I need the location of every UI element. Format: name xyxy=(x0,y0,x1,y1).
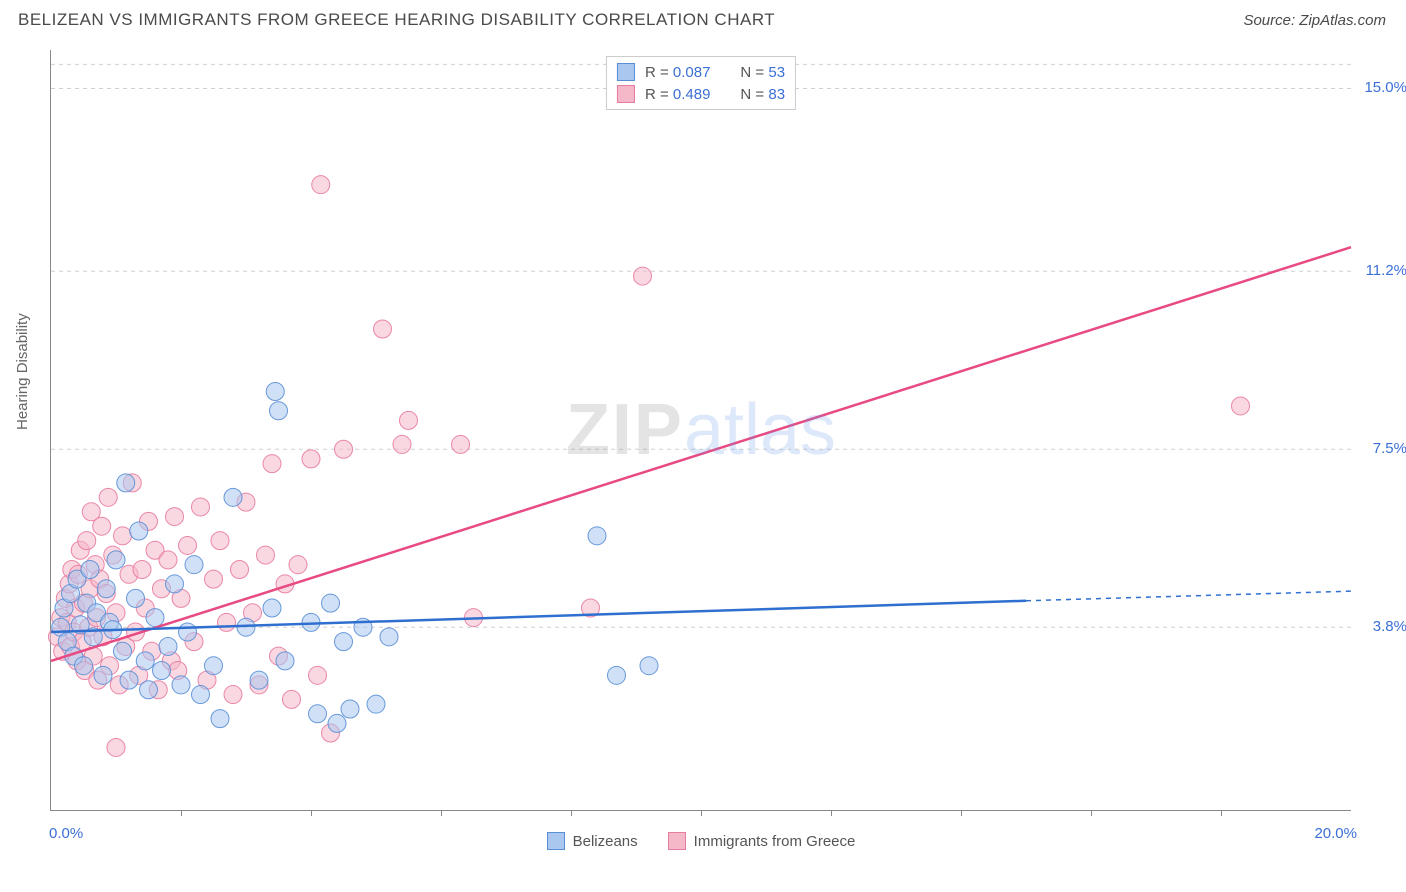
x-tick xyxy=(701,810,702,816)
x-tick xyxy=(1091,810,1092,816)
legend-label-s1: Belizeans xyxy=(573,833,638,850)
plot-area: ZIPatlas R = 0.087 N = 53 R = 0.489 N = … xyxy=(50,50,1351,811)
chart-title: BELIZEAN VS IMMIGRANTS FROM GREECE HEARI… xyxy=(18,10,775,30)
legend-swatch-s2 xyxy=(617,85,635,103)
r-value-2: 0.489 xyxy=(673,86,711,103)
x-tick xyxy=(961,810,962,816)
source-attribution: Source: ZipAtlas.com xyxy=(1243,12,1386,29)
legend-label-s2: Immigrants from Greece xyxy=(694,833,856,850)
n-value-2: 83 xyxy=(768,86,785,103)
legend-stats-row-1: R = 0.087 N = 53 xyxy=(617,61,785,83)
r-value-1: 0.087 xyxy=(673,64,711,81)
x-tick xyxy=(181,810,182,816)
legend-swatch-s1 xyxy=(617,63,635,81)
n-label-2: N = xyxy=(740,86,764,103)
r-label-2: R = xyxy=(645,86,669,103)
y-tick-label: 11.2% xyxy=(1366,262,1406,279)
legend-item-s2: Immigrants from Greece xyxy=(668,832,856,850)
n-label-1: N = xyxy=(740,64,764,81)
legend-stats-row-2: R = 0.489 N = 83 xyxy=(617,83,785,105)
x-tick xyxy=(1221,810,1222,816)
y-axis-label: Hearing Disability xyxy=(14,313,31,430)
legend-bottom: Belizeans Immigrants from Greece xyxy=(51,832,1351,850)
r-label-1: R = xyxy=(645,64,669,81)
y-tick-label: 3.8% xyxy=(1373,618,1406,635)
legend-swatch-s1-bottom xyxy=(547,832,565,850)
y-tick-label: 15.0% xyxy=(1364,79,1406,96)
x-tick xyxy=(441,810,442,816)
legend-stats: R = 0.087 N = 53 R = 0.489 N = 83 xyxy=(606,56,796,110)
n-value-1: 53 xyxy=(768,64,785,81)
x-tick xyxy=(571,810,572,816)
x-tick xyxy=(311,810,312,816)
legend-swatch-s2-bottom xyxy=(668,832,686,850)
plot-svg xyxy=(51,50,1351,810)
x-tick xyxy=(831,810,832,816)
y-tick-label: 7.5% xyxy=(1373,440,1406,457)
legend-item-s1: Belizeans xyxy=(547,832,638,850)
